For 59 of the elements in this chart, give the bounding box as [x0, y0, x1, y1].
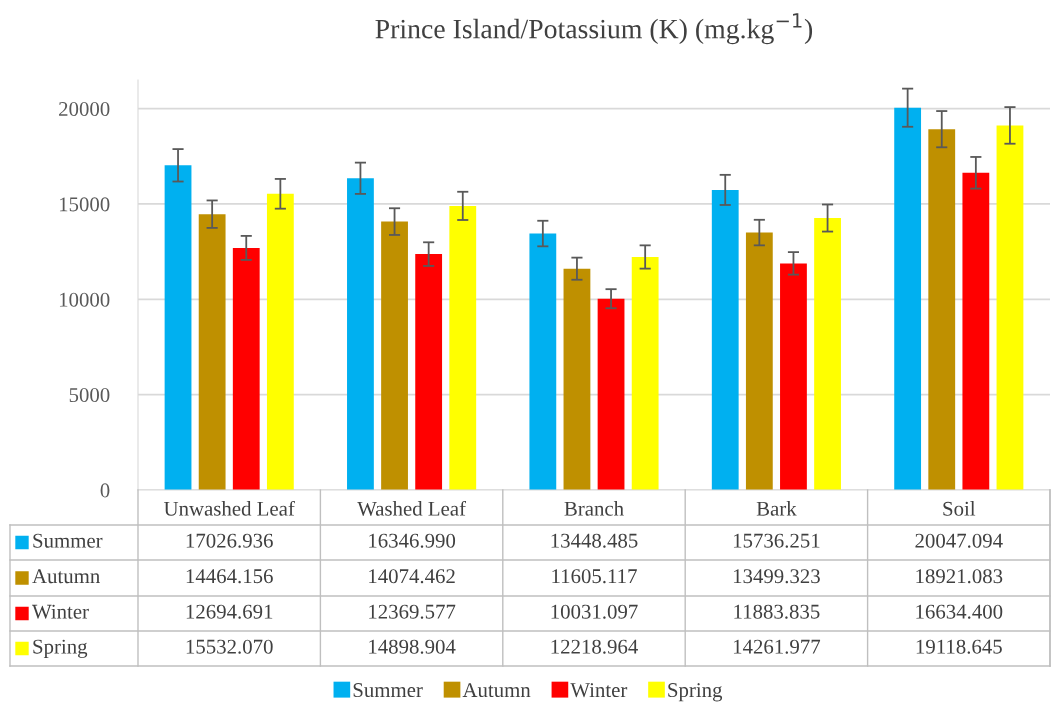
data-label: 15532.070 [186, 639, 273, 654]
bar [266, 193, 294, 490]
data-label: 14074.462 [369, 569, 455, 584]
data-label: 16634.400 [916, 604, 1003, 619]
bar [381, 221, 408, 490]
bar [347, 178, 374, 490]
data-label: 16346.990 [369, 533, 456, 548]
data-label: 11605.117 [552, 569, 637, 584]
y-tick-label: 5000 [69, 388, 110, 403]
y-tick-label: 20000 [59, 101, 110, 117]
y-tick-label: 0 [100, 483, 110, 498]
bar [198, 214, 226, 490]
data-label: 20047.094 [915, 533, 1003, 548]
x-tick-label: Bark [756, 501, 797, 516]
x-tick-label: Branch [564, 501, 624, 516]
bar [711, 189, 739, 490]
data-label: 19118.645 [916, 639, 1002, 654]
data-label: 18921.083 [916, 569, 1003, 584]
legend-label: Winter [32, 604, 89, 619]
bar [745, 232, 773, 490]
text: Winter [570, 683, 628, 698]
bar [164, 165, 192, 490]
bar [894, 107, 922, 490]
bar [814, 218, 841, 490]
bar [415, 254, 443, 490]
data-label: 14261.977 [733, 639, 821, 654]
data-label: 12218.964 [551, 639, 638, 654]
bar [529, 233, 557, 490]
y-tick-label: 10000 [59, 292, 110, 307]
x-tick-label: Unwashed Leaf [163, 500, 295, 516]
bar [232, 247, 260, 490]
x-tick-label: Washed Leaf [357, 500, 466, 516]
data-label: 10031.097 [551, 604, 638, 619]
text: Spring [33, 639, 88, 658]
data-label: 11883.835 [734, 604, 820, 619]
data-label: 14898.904 [369, 639, 456, 654]
legend-label: Spring [668, 683, 723, 702]
text: Summer [353, 683, 423, 698]
legend-label: Summer [33, 533, 103, 548]
bar [780, 263, 807, 490]
data-label: 12369.577 [369, 604, 456, 619]
bar [449, 205, 477, 490]
data-label: 13499.323 [733, 569, 820, 584]
legend-label: Autumn [32, 569, 100, 584]
data-label: 15736.251 [733, 533, 820, 548]
chart-title: Prince Island/Potassium (K) (mg.kg$^{−1}$) [375, 13, 813, 45]
text: Autumn [462, 683, 531, 698]
data-label: 13448.485 [551, 533, 638, 548]
x-tick-label: Soil [943, 501, 976, 516]
bar [597, 298, 625, 490]
bar [563, 268, 591, 490]
data-label: 17026.936 [186, 533, 273, 548]
data-label: 14464.156 [186, 569, 273, 584]
bar [631, 256, 659, 490]
bar [996, 125, 1024, 490]
data-label: 12694.691 [186, 604, 273, 619]
bar [962, 172, 990, 490]
y-tick-label: 15000 [59, 197, 110, 212]
bar [928, 129, 956, 490]
